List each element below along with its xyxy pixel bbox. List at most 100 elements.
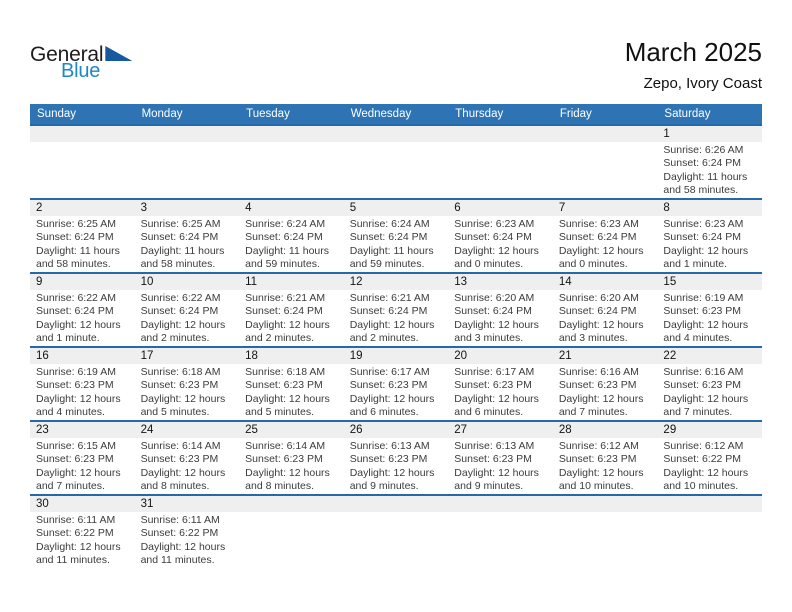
daylight-label: Daylight: — [245, 466, 286, 479]
sunset-value: 6:24 PM — [492, 231, 532, 244]
day-cell-15: 15 Sunrise: 6:19 AM Sunset: 6:23 PM Dayl… — [657, 274, 762, 346]
sunrise-value: 6:20 AM — [600, 292, 639, 304]
sunrise-label: Sunrise: — [140, 292, 180, 304]
sunrise-value: 6:19 AM — [77, 366, 116, 378]
daylight-label: Daylight: — [140, 392, 182, 405]
daylight-line: Daylight: 12 hours and 2 minutes. — [245, 319, 340, 346]
sunrise-line: Sunrise: 6:24 AM — [350, 218, 445, 231]
day-details — [344, 142, 449, 144]
day-number: 13 — [448, 274, 553, 290]
day-number: 9 — [30, 274, 135, 290]
sunrise-line: Sunrise: 6:17 AM — [454, 366, 549, 379]
day-cell-4: 4 Sunrise: 6:24 AM Sunset: 6:24 PM Dayli… — [239, 200, 344, 272]
day-details: Sunrise: 6:16 AM Sunset: 6:23 PM Dayligh… — [553, 364, 658, 420]
sunrise-value: 6:13 AM — [495, 440, 535, 452]
sunset-line: Sunset: 6:24 PM — [350, 305, 445, 318]
sunset-line: Sunset: 6:24 PM — [141, 305, 236, 318]
day-number — [448, 126, 553, 142]
logo-word-general: General — [30, 43, 104, 66]
weekday-header-saturday: Saturday — [664, 108, 711, 120]
daylight-value: 12 hours and 4 minutes. — [663, 318, 749, 345]
daylight-label: Daylight: — [245, 318, 286, 331]
week-row-1: 1 Sunrise: 6:26 AM Sunset: 6:24 PM Dayli… — [30, 124, 762, 198]
daylight-value: 12 hours and 7 minutes. — [36, 466, 121, 493]
sunrise-label: Sunrise: — [454, 366, 493, 378]
empty-day-cell — [239, 496, 344, 568]
sunrise-label: Sunrise: — [245, 218, 284, 230]
logo-word-blue: Blue — [61, 60, 101, 82]
empty-day-cell — [552, 496, 658, 568]
day-number: 26 — [343, 422, 449, 438]
daylight-line: Daylight: 12 hours and 2 minutes. — [141, 319, 236, 346]
logo-line-1: General — [30, 43, 133, 66]
daylight-label: Daylight: — [454, 244, 496, 257]
calendar-grid: Sunday Monday Tuesday Wednesday Thursday Frid… — [30, 104, 762, 568]
sunset-label: Sunset: — [36, 231, 72, 244]
day-cell-27: 27 Sunrise: 6:13 AM Sunset: 6:23 PM Dayl… — [448, 422, 553, 494]
daylight-line: Daylight: 12 hours and 0 minutes. — [559, 245, 654, 272]
week-row-4: 16 Sunrise: 6:19 AM Sunset: 6:23 PM Dayl… — [30, 346, 762, 420]
daylight-label: Daylight: — [454, 392, 496, 405]
sunset-label: Sunset: — [454, 453, 490, 466]
day-cell-13: 13 Sunrise: 6:20 AM Sunset: 6:24 PM Dayl… — [448, 274, 553, 346]
daylight-line: Daylight: 12 hours and 11 minutes. — [141, 541, 236, 568]
day-number — [448, 496, 553, 512]
daylight-label: Daylight: — [140, 244, 182, 257]
sunset-label: Sunset: — [349, 453, 386, 466]
sunset-label: Sunset: — [663, 231, 700, 244]
day-cell-24: 24 Sunrise: 6:14 AM Sunset: 6:23 PM Dayl… — [134, 422, 240, 494]
location-subtitle: Zepo, Ivory Coast — [643, 74, 762, 92]
sunrise-value: 6:21 AM — [286, 292, 326, 304]
sunset-value: 6:23 PM — [283, 453, 323, 466]
sunrise-label: Sunrise: — [140, 366, 180, 378]
daylight-line: Daylight: 12 hours and 7 minutes. — [36, 467, 131, 494]
weekday-header-friday: Friday — [559, 108, 592, 120]
sunrise-value: 6:18 AM — [182, 366, 221, 378]
sunset-label: Sunset: — [36, 305, 72, 318]
daylight-value: 12 hours and 6 minutes. — [349, 392, 435, 419]
daylight-label: Daylight: — [36, 244, 77, 257]
daylight-label: Daylight: — [663, 392, 705, 405]
sunset-value: 6:24 PM — [388, 305, 428, 318]
day-details — [239, 512, 344, 514]
sunset-line: Sunset: 6:23 PM — [36, 379, 131, 392]
day-cell-7: 7 Sunrise: 6:23 AM Sunset: 6:24 PM Dayli… — [552, 200, 658, 272]
day-number: 27 — [448, 422, 553, 438]
daylight-value: 12 hours and 5 minutes. — [245, 392, 330, 419]
day-details: Sunrise: 6:16 AM Sunset: 6:23 PM Dayligh… — [657, 364, 762, 420]
sunrise-value: 6:13 AM — [391, 440, 430, 452]
sunset-line: Sunset: 6:23 PM — [454, 379, 549, 392]
sunset-line: Sunset: 6:23 PM — [141, 453, 236, 466]
sunset-label: Sunset: — [454, 379, 490, 392]
sunrise-line: Sunrise: 6:23 AM — [559, 218, 654, 231]
sunset-label: Sunset: — [558, 379, 595, 392]
day-details: Sunrise: 6:14 AM Sunset: 6:23 PM Dayligh… — [135, 438, 240, 494]
daylight-value: 12 hours and 9 minutes. — [454, 466, 539, 493]
sunset-label: Sunset: — [36, 453, 72, 466]
daylight-line: Daylight: 12 hours and 1 minute. — [36, 319, 131, 346]
sunset-value: 6:23 PM — [388, 379, 428, 392]
sunset-line: Sunset: 6:23 PM — [663, 305, 758, 318]
daylight-label: Daylight: — [245, 392, 286, 405]
day-number: 14 — [552, 274, 658, 290]
daylight-value: 12 hours and 3 minutes. — [558, 318, 644, 345]
sunset-value: 6:23 PM — [74, 379, 114, 392]
daylight-value: 12 hours and 4 minutes. — [36, 392, 121, 419]
sunset-value: 6:23 PM — [492, 453, 532, 466]
sunrise-label: Sunrise: — [349, 366, 389, 378]
daylight-label: Daylight: — [36, 392, 77, 405]
sunrise-line: Sunrise: 6:17 AM — [350, 366, 445, 379]
day-number: 28 — [552, 422, 658, 438]
sunset-label: Sunset: — [663, 453, 700, 466]
day-cell-23: 23 Sunrise: 6:15 AM Sunset: 6:23 PM Dayl… — [30, 422, 135, 494]
daylight-line: Daylight: 12 hours and 3 minutes. — [454, 319, 549, 346]
day-number — [239, 496, 344, 512]
day-details: Sunrise: 6:13 AM Sunset: 6:23 PM Dayligh… — [448, 438, 553, 494]
daylight-line: Daylight: 11 hours and 58 minutes. — [141, 245, 236, 272]
day-details: Sunrise: 6:17 AM Sunset: 6:23 PM Dayligh… — [344, 364, 449, 420]
sunset-line: Sunset: 6:22 PM — [141, 527, 236, 540]
sunrise-label: Sunrise: — [558, 218, 598, 230]
day-number: 31 — [134, 496, 240, 512]
sunset-label: Sunset: — [245, 231, 281, 244]
sunset-line: Sunset: 6:24 PM — [245, 305, 340, 318]
